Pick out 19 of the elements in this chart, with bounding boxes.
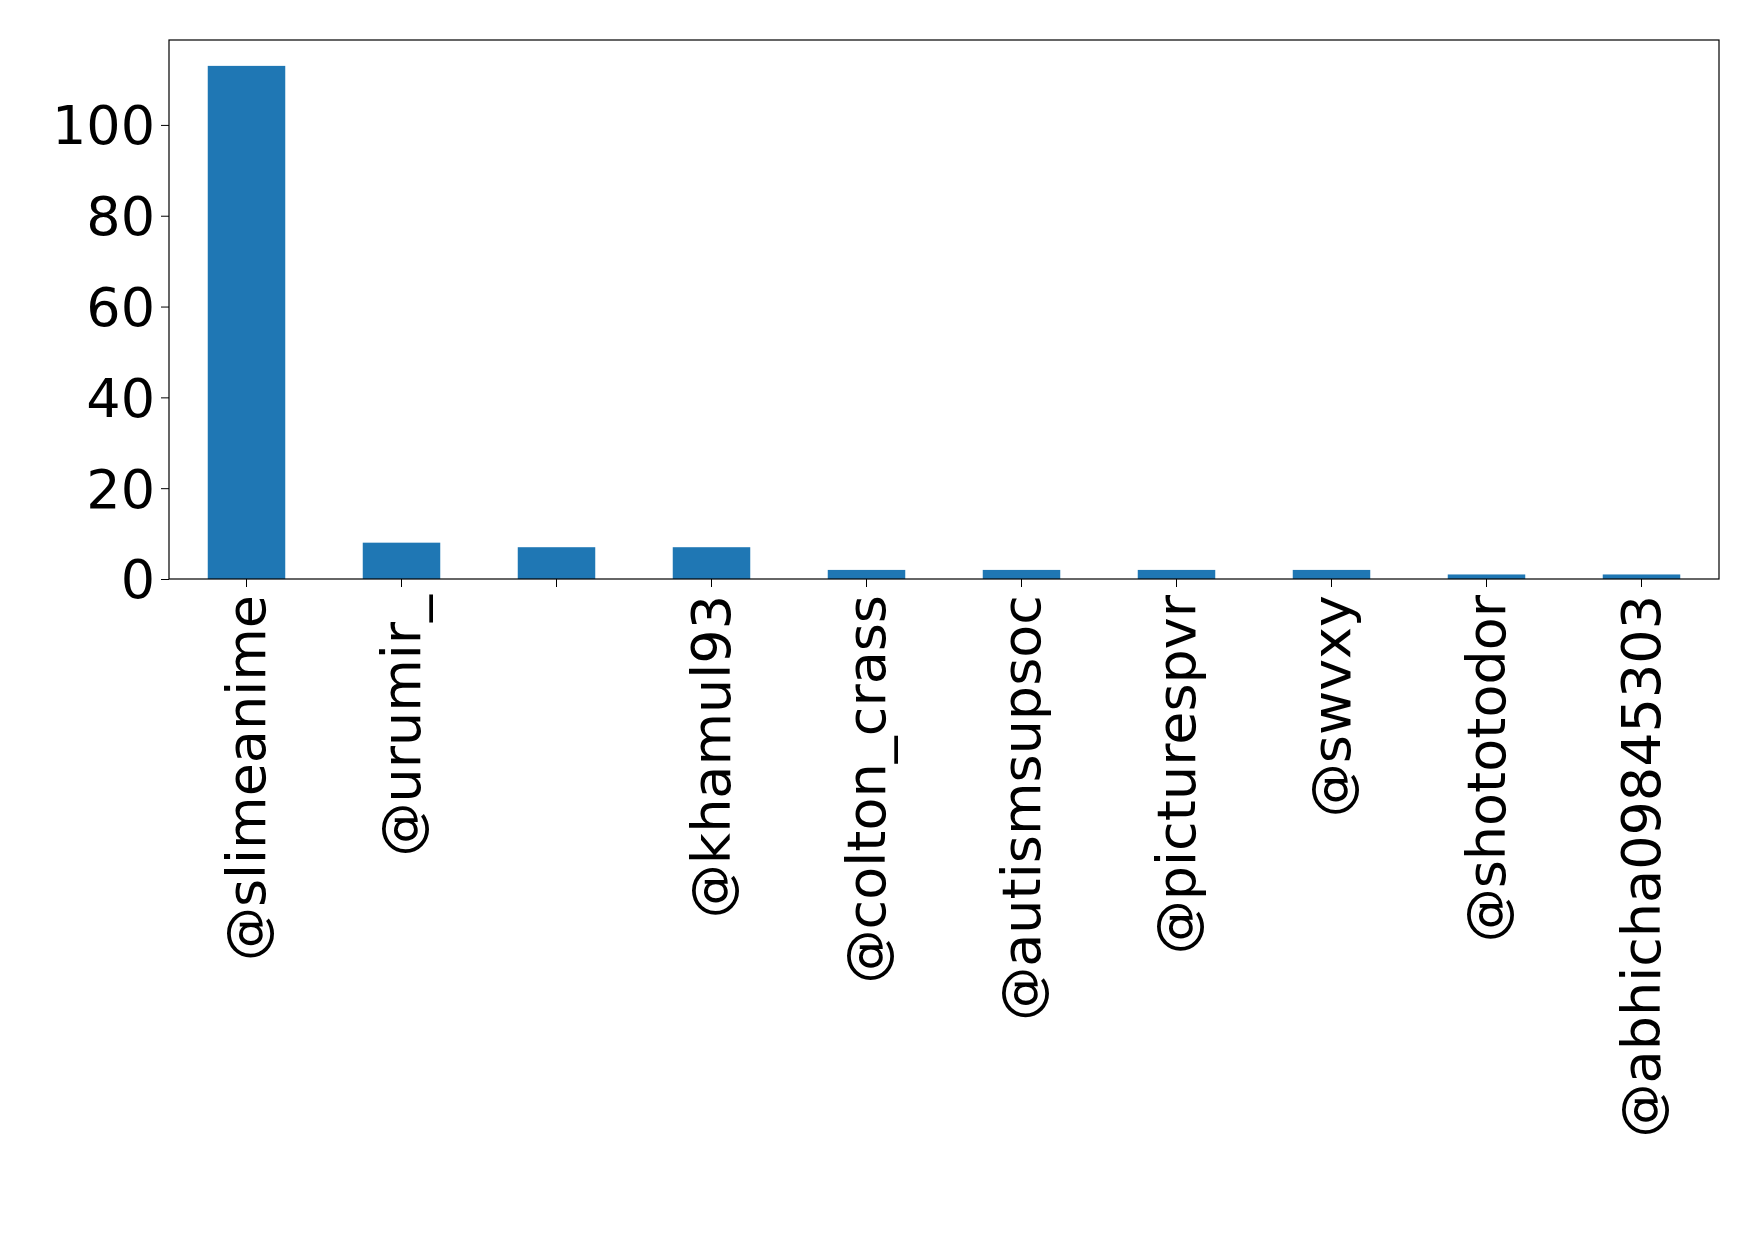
x-tick-label: @urumir_ [370, 594, 434, 857]
y-tick-label: 20 [86, 457, 155, 521]
bar [517, 547, 596, 579]
y-tick-label: 0 [120, 548, 155, 612]
x-tick-label: @khamul93 [680, 595, 744, 919]
x-tick-label: @slimeanime [215, 595, 279, 962]
y-tick-label: 40 [86, 366, 155, 430]
y-tick-label: 60 [86, 275, 155, 339]
bar [362, 542, 441, 579]
x-tick-label: @abhicha09845303 [1610, 595, 1674, 1138]
x-tick-label: @picturespvr [1145, 594, 1209, 955]
y-tick-label: 100 [51, 94, 155, 158]
x-tick-label: @colton_crass [835, 595, 899, 984]
x-tick-label: @swvxy [1300, 595, 1364, 818]
bar [207, 65, 286, 579]
y-tick-label: 80 [86, 185, 155, 249]
x-tick-label: @shototodor [1455, 594, 1519, 943]
bar [672, 547, 751, 579]
x-tick-label: @autismsupsoc [990, 595, 1054, 1021]
